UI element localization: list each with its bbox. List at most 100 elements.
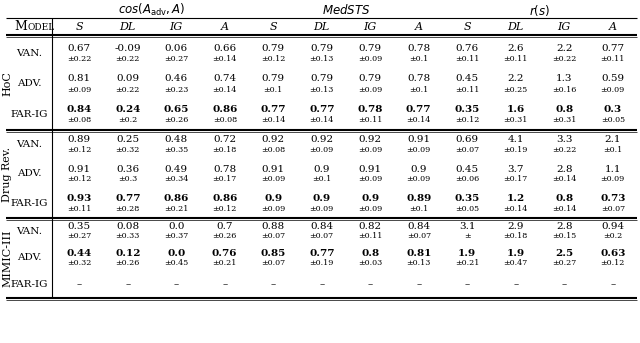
Text: 0.77: 0.77 (309, 105, 335, 114)
Text: 0.86: 0.86 (164, 194, 189, 203)
Text: ±0.1: ±0.1 (603, 146, 622, 154)
Text: 0.91: 0.91 (262, 165, 285, 174)
Text: 0.84: 0.84 (310, 222, 333, 231)
Text: 0.7: 0.7 (216, 222, 233, 231)
Text: 0.78: 0.78 (407, 44, 430, 52)
Text: 0.92: 0.92 (358, 135, 382, 144)
Text: 0.9: 0.9 (314, 165, 330, 174)
Text: ±0.09: ±0.09 (600, 85, 625, 94)
Text: ±0.14: ±0.14 (504, 205, 528, 213)
Text: 0.94: 0.94 (601, 222, 624, 231)
Text: ±0.19: ±0.19 (504, 146, 528, 154)
Text: –: – (513, 280, 518, 289)
Text: 2.8: 2.8 (556, 165, 573, 174)
Text: 0.91: 0.91 (68, 165, 91, 174)
Text: ±0.07: ±0.07 (601, 205, 625, 213)
Text: 0.45: 0.45 (456, 165, 479, 174)
Text: ±0.3: ±0.3 (118, 175, 138, 183)
Text: 0.8: 0.8 (361, 249, 380, 258)
Text: ±0.13: ±0.13 (406, 259, 431, 267)
Text: –: – (77, 280, 82, 289)
Text: 0.46: 0.46 (164, 74, 188, 83)
Text: ±0.21: ±0.21 (455, 259, 479, 267)
Text: ADV.: ADV. (17, 253, 41, 262)
Text: ±0.09: ±0.09 (358, 175, 382, 183)
Text: 0.89: 0.89 (406, 194, 431, 203)
Text: ±0.09: ±0.09 (406, 175, 431, 183)
Text: 0.49: 0.49 (164, 165, 188, 174)
Text: ±0.05: ±0.05 (455, 205, 479, 213)
Text: ±0.18: ±0.18 (212, 146, 237, 154)
Text: ±0.12: ±0.12 (67, 146, 92, 154)
Text: ±0.13: ±0.13 (310, 85, 334, 94)
Text: ±0.05: ±0.05 (601, 116, 625, 124)
Text: ±0.06: ±0.06 (455, 175, 479, 183)
Text: ±0.09: ±0.09 (261, 175, 285, 183)
Text: 0.79: 0.79 (310, 74, 333, 83)
Text: 0.79: 0.79 (358, 44, 382, 52)
Text: VAN.: VAN. (16, 49, 42, 58)
Text: 0.0: 0.0 (167, 249, 186, 258)
Text: ±0.23: ±0.23 (164, 85, 188, 94)
Text: ±0.14: ±0.14 (552, 205, 577, 213)
Text: DL: DL (120, 22, 136, 32)
Text: –: – (416, 280, 421, 289)
Text: ±0.11: ±0.11 (455, 85, 479, 94)
Text: ±0.32: ±0.32 (116, 146, 140, 154)
Text: ±0.11: ±0.11 (67, 205, 92, 213)
Text: 0.69: 0.69 (456, 135, 479, 144)
Text: ±0.17: ±0.17 (504, 175, 528, 183)
Text: 2.1: 2.1 (605, 135, 621, 144)
Text: ±0.07: ±0.07 (406, 232, 431, 240)
Text: ±0.1: ±0.1 (264, 85, 283, 94)
Text: ±0.12: ±0.12 (261, 55, 285, 63)
Text: –: – (173, 280, 179, 289)
Text: ±0.14: ±0.14 (212, 85, 237, 94)
Text: ±0.2: ±0.2 (603, 232, 622, 240)
Text: ±0.03: ±0.03 (358, 259, 382, 267)
Text: –: – (367, 280, 373, 289)
Text: ±0.1: ±0.1 (409, 85, 428, 94)
Text: $\mathit{MedSTS}$: $\mathit{MedSTS}$ (322, 3, 371, 17)
Text: S: S (269, 22, 277, 32)
Text: ±0.33: ±0.33 (116, 232, 140, 240)
Text: ±0.07: ±0.07 (261, 232, 285, 240)
Text: 0.0: 0.0 (168, 222, 184, 231)
Text: ±0.18: ±0.18 (504, 232, 528, 240)
Text: ±0.27: ±0.27 (552, 259, 577, 267)
Text: ±0.09: ±0.09 (67, 85, 92, 94)
Text: 0.92: 0.92 (310, 135, 333, 144)
Text: 0.77: 0.77 (260, 105, 286, 114)
Text: 0.8: 0.8 (555, 194, 573, 203)
Text: ±0.12: ±0.12 (600, 259, 625, 267)
Text: 0.24: 0.24 (115, 105, 140, 114)
Text: 0.72: 0.72 (213, 135, 236, 144)
Text: 0.79: 0.79 (310, 44, 333, 52)
Text: ±0.37: ±0.37 (164, 232, 188, 240)
Text: 2.2: 2.2 (508, 74, 524, 83)
Text: DL: DL (508, 22, 524, 32)
Text: ±0.22: ±0.22 (67, 55, 92, 63)
Text: ±0.12: ±0.12 (455, 116, 479, 124)
Text: ADV.: ADV. (17, 169, 41, 178)
Text: A: A (609, 22, 617, 32)
Text: A: A (415, 22, 423, 32)
Text: 1.9: 1.9 (507, 249, 525, 258)
Text: ±0.27: ±0.27 (164, 55, 188, 63)
Text: 0.3: 0.3 (604, 105, 622, 114)
Text: –: – (222, 280, 227, 289)
Text: 0.67: 0.67 (68, 44, 91, 52)
Text: 0.9: 0.9 (313, 194, 331, 203)
Text: ±0.45: ±0.45 (164, 259, 188, 267)
Text: 0.79: 0.79 (358, 74, 382, 83)
Text: 0.63: 0.63 (600, 249, 625, 258)
Text: 0.78: 0.78 (358, 105, 383, 114)
Text: ±0.26: ±0.26 (212, 232, 237, 240)
Text: ±0.11: ±0.11 (600, 55, 625, 63)
Text: 0.86: 0.86 (212, 105, 237, 114)
Text: 1.1: 1.1 (605, 165, 621, 174)
Text: 0.66: 0.66 (213, 44, 236, 52)
Text: ±0.1: ±0.1 (312, 175, 332, 183)
Text: ±0.31: ±0.31 (504, 116, 528, 124)
Text: VAN.: VAN. (16, 140, 42, 149)
